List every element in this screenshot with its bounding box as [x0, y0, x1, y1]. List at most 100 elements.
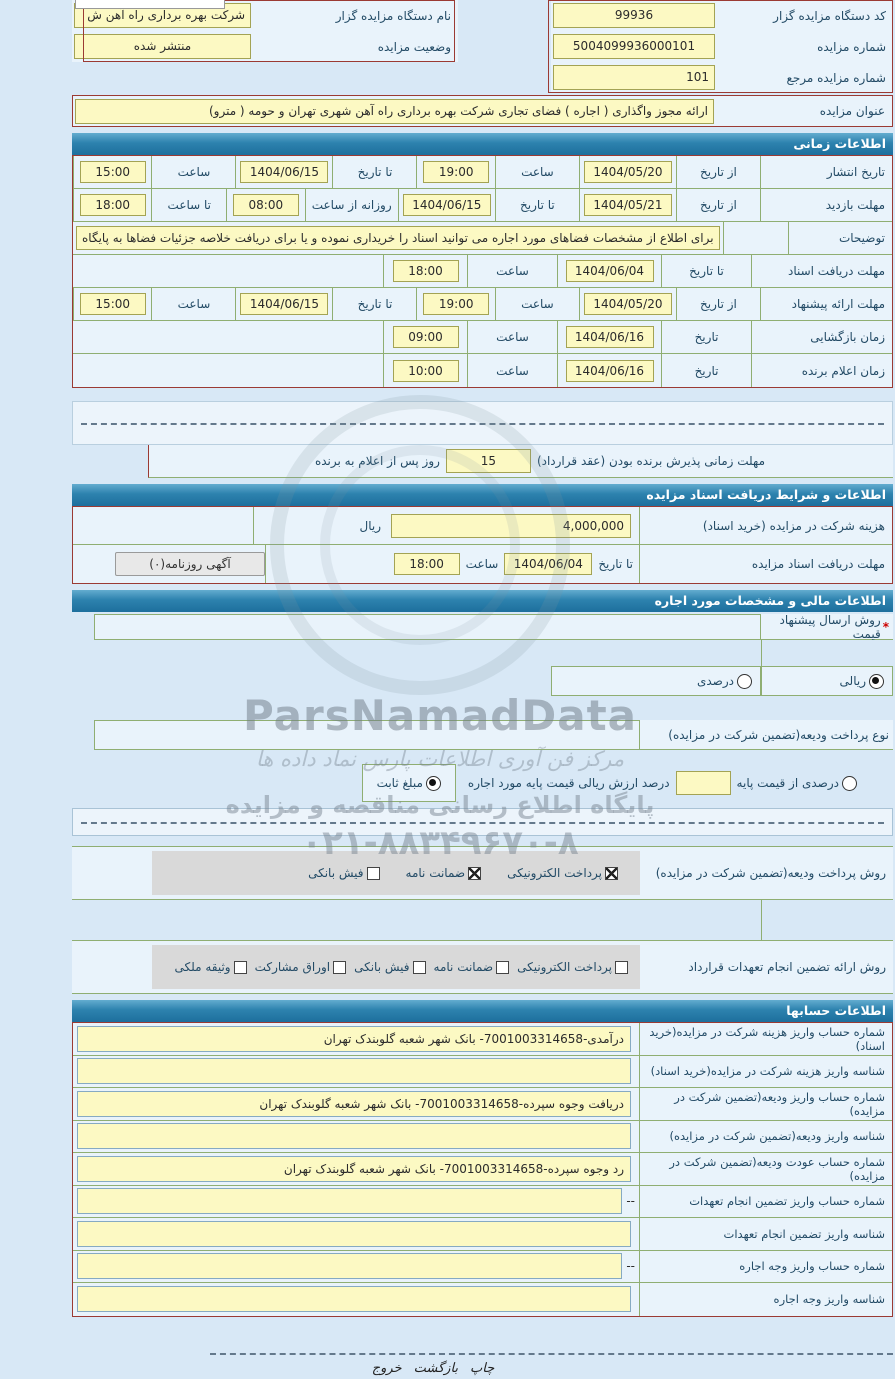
back-link[interactable]: بازگشت	[413, 1360, 459, 1376]
account-field[interactable]	[77, 1188, 623, 1215]
sub-label: تاریخ	[661, 354, 751, 387]
fee-field[interactable]: 4,000,000	[391, 513, 631, 538]
row-label: زمان بازگشایی	[751, 321, 892, 353]
device-code-field[interactable]: 99936	[553, 3, 715, 28]
document-deadline-row: مهلت دریافت اسناد تا تاریخ 1404/06/04 سا…	[73, 255, 892, 288]
newspaper-ad-button[interactable]: آگهی روزنامه(۰)	[115, 552, 265, 576]
time-field[interactable]: 18:00	[392, 260, 459, 282]
option-epayment[interactable]: پرداخت الکترونیکی	[517, 960, 628, 974]
empty-dashed-area	[72, 401, 893, 445]
row-label: تاریخ انتشار	[759, 156, 892, 188]
time-field[interactable]: 19:00	[423, 161, 490, 183]
account-field[interactable]: رد وجوه سپرده-7001003314658- بانک شهر شع…	[77, 1155, 631, 1182]
section-header-accounts: اطلاعات حسابها	[72, 1000, 893, 1022]
accept-days-field[interactable]: 15	[445, 449, 531, 473]
option-epayment[interactable]: پرداخت الکترونیکی	[507, 866, 618, 880]
checkbox-epayment[interactable]	[605, 866, 618, 880]
date-field[interactable]: 1404/06/04	[504, 553, 593, 575]
date-field[interactable]: 1404/06/04	[565, 260, 654, 282]
notes-row: توضیحات برای اطلاع از مشخصات فضاهای مورد…	[73, 222, 892, 255]
account-label: شناسه واریز تضمین انجام تعهدات	[639, 1218, 892, 1250]
fixed-amount-option[interactable]: مبلغ ثابت	[361, 764, 456, 802]
filler-cell	[73, 354, 383, 387]
account-row: شماره حساب واریز ودیعه(تضمین شرکت در مزا…	[73, 1088, 892, 1121]
option-property-collateral[interactable]: وثیقه ملکی	[175, 960, 247, 974]
checkbox-guarantee-letter[interactable]	[496, 960, 510, 974]
account-field[interactable]	[77, 1058, 631, 1085]
account-field[interactable]	[77, 1123, 631, 1150]
date-field[interactable]: 1404/05/20	[583, 161, 672, 183]
account-field[interactable]	[77, 1286, 631, 1313]
date-field[interactable]: 1404/06/15	[240, 161, 329, 183]
option-guarantee-letter[interactable]: ضمانت نامه	[406, 866, 482, 880]
percent-value-input[interactable]	[675, 771, 731, 795]
sub-label: ساعت	[467, 354, 557, 387]
option-participation-bonds[interactable]: اوراق مشارکت	[255, 960, 347, 974]
reference-number-field[interactable]: 101	[553, 65, 715, 90]
option-guarantee-letter[interactable]: ضمانت نامه	[434, 960, 510, 974]
checkbox-epayment[interactable]	[615, 960, 628, 974]
time-field[interactable]: 15:00	[79, 293, 146, 315]
account-field[interactable]	[77, 1253, 623, 1280]
column-divider	[761, 640, 893, 666]
date-field[interactable]: 1404/05/21	[583, 194, 672, 216]
rial-option[interactable]: ریالی	[761, 666, 893, 696]
percent-option[interactable]: درصدی	[551, 666, 761, 696]
checkbox-label: فیش بانکی	[308, 866, 364, 880]
date-field[interactable]: 1404/06/16	[565, 326, 654, 348]
sub-label: تا تاریخ	[332, 156, 416, 188]
account-field[interactable]	[77, 1220, 631, 1247]
radio-percent[interactable]	[737, 673, 752, 689]
section-header-financial: اطلاعات مالی و مشخصات مورد اجاره	[72, 590, 893, 612]
row-label: توضیحات	[787, 222, 892, 254]
account-label: شماره حساب واریز ودیعه(تضمین شرکت در مزا…	[639, 1088, 892, 1120]
clipped-popup-remnant	[75, 0, 225, 9]
filler-cell	[72, 666, 551, 696]
checkbox-guarantee-letter[interactable]	[468, 866, 482, 880]
checkbox-label: ضمانت نامه	[433, 960, 494, 974]
exit-link[interactable]: خروج	[371, 1360, 402, 1376]
date-field[interactable]: 1404/05/20	[583, 293, 672, 315]
auction-number-field[interactable]: 5004099936000101	[553, 34, 715, 59]
table-row: شماره مزایده 5004099936000101 وضعیت مزای…	[72, 31, 893, 62]
radio-fixed-amount[interactable]	[425, 775, 441, 791]
row-label: روش ارائه تضمین انجام تعهدات قرارداد	[688, 960, 886, 974]
checkbox-property-collateral[interactable]	[233, 960, 247, 974]
checkbox-label: وثیقه ملکی	[174, 960, 231, 974]
account-field[interactable]: درآمدی-7001003314658- بانک شهر شعبه گلوب…	[77, 1025, 631, 1052]
date-field[interactable]: 1404/06/16	[565, 359, 654, 382]
checkbox-bank-slip[interactable]	[412, 960, 426, 974]
deposit-method-options: پرداخت الکترونیکی ضمانت نامه فیش بانکی	[152, 851, 640, 895]
time-field[interactable]: 18:00	[79, 194, 146, 216]
account-field[interactable]: دریافت وجوه سپرده-7001003314658- بانک شه…	[77, 1090, 631, 1117]
accept-suffix-label: روز پس از اعلام به برنده	[314, 454, 440, 468]
time-field[interactable]: 09:00	[392, 326, 459, 348]
time-field[interactable]: 10:00	[392, 359, 459, 382]
checkbox-bank-slip[interactable]	[366, 866, 380, 880]
time-field[interactable]: 15:00	[79, 161, 146, 183]
date-field[interactable]: 1404/06/15	[240, 293, 329, 315]
option-bank-slip[interactable]: فیش بانکی	[354, 960, 426, 974]
filler-cell	[73, 507, 253, 544]
checkbox-label: پرداخت الکترونیکی	[507, 866, 602, 880]
radio-rial[interactable]	[869, 673, 884, 689]
percent-description-label: درصد ارزش ریالی قیمت پایه مورد اجاره	[467, 776, 670, 790]
auction-title-field[interactable]: ارائه مجوز واگذاری ( اجاره ) فضای تجاری …	[75, 98, 714, 124]
time-field[interactable]: 19:00	[423, 293, 490, 315]
notes-field[interactable]: برای اطلاع از مشخصات فضاهای مورد اجاره م…	[76, 226, 720, 250]
time-field[interactable]: 08:00	[232, 194, 299, 216]
date-field[interactable]: 1404/06/15	[402, 194, 491, 216]
status-field[interactable]: منتشر شده	[74, 34, 251, 59]
radio-percent-of-base[interactable]	[842, 775, 857, 791]
sub-label: ساعت	[151, 288, 235, 320]
guarantee-method-options: پرداخت الکترونیکی ضمانت نامه فیش بانکی ا…	[152, 945, 640, 989]
accounts-table: شماره حساب واریز هزینه شرکت در مزایده(خر…	[72, 1022, 893, 1317]
checkbox-participation-bonds[interactable]	[333, 960, 347, 974]
print-link[interactable]: چاپ	[470, 1360, 495, 1376]
participation-fee-row: هزینه شرکت در مزایده (خرید اسناد) 4,000,…	[73, 507, 892, 545]
time-field[interactable]: 18:00	[393, 553, 460, 575]
row-label: مهلت زمانی پذیرش برنده بودن (عقد قرارداد…	[536, 454, 765, 468]
option-bank-slip[interactable]: فیش بانکی	[308, 866, 380, 880]
table-row: شماره مزایده مرجع 101	[72, 62, 893, 93]
